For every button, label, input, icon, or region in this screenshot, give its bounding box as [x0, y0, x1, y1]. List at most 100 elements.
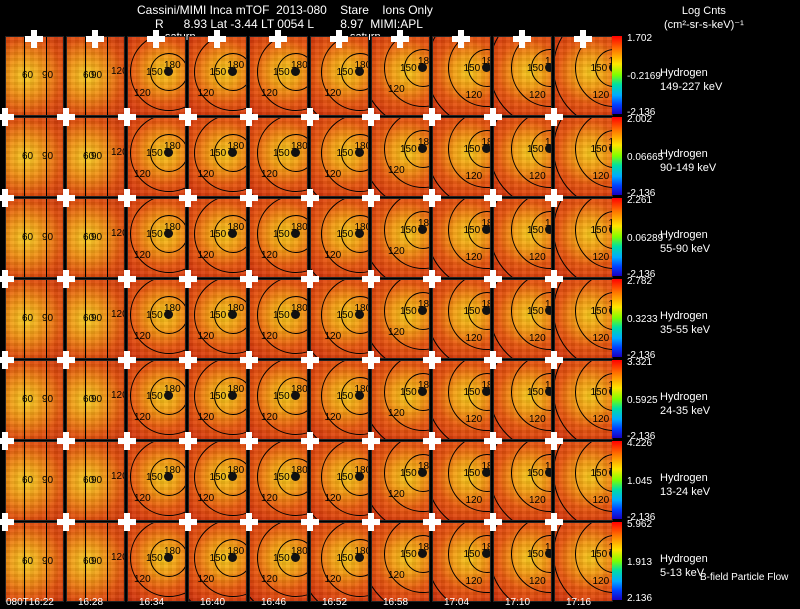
contour-label: 150	[590, 225, 608, 236]
grid-cross-marker	[179, 270, 197, 288]
contour-label: 120	[529, 576, 546, 587]
contour-label: 180	[291, 384, 308, 395]
colorbar-min: -2.136	[627, 188, 656, 199]
energy-range-label: 24-35 keV	[660, 405, 711, 417]
contour-label: 90	[42, 475, 54, 486]
contour-label: 120	[465, 90, 483, 101]
contour-label: 180	[227, 384, 245, 395]
colorbar-min: -2.136	[627, 512, 656, 523]
contour-label: 120	[592, 90, 610, 101]
contour-label: 150	[527, 468, 544, 479]
pixel-texture	[67, 118, 124, 196]
contour-line	[107, 361, 108, 439]
contour-label: 180	[354, 141, 369, 152]
time-tick-label: 17:10	[505, 597, 531, 608]
row-label: Hydrogen 90-149 keV	[660, 147, 716, 175]
contour-label: 180	[481, 380, 491, 391]
contour-label: 180	[291, 60, 308, 71]
contour-label: 150	[273, 310, 290, 321]
species-label: Hydrogen	[660, 229, 708, 241]
contour-label: 150	[590, 468, 608, 479]
contour-label: 60	[22, 151, 34, 162]
saturn-marker	[291, 472, 300, 481]
contour-label: 180	[354, 222, 369, 233]
saturn-marker	[354, 229, 364, 238]
contour-label: 120	[592, 495, 610, 506]
grid-cross-marker	[362, 513, 380, 531]
colorbar-mid: 0.3233	[627, 314, 658, 325]
grid-cross-marker	[301, 189, 319, 207]
saturn-marker	[354, 472, 364, 481]
colorbar-mid: 0.5925	[627, 395, 658, 406]
contour-label: 60	[83, 556, 95, 567]
contour-label: 180	[418, 218, 430, 229]
grid-cross-marker	[146, 30, 165, 48]
grid-cross-marker	[301, 351, 319, 369]
contour-label: 150	[146, 67, 163, 78]
contour-line	[24, 523, 25, 601]
contour-label: 150	[336, 553, 354, 564]
contour-label: 120	[592, 252, 610, 263]
contour-label: 150	[400, 63, 417, 74]
contour-label: 60	[83, 151, 95, 162]
grid-cross-marker	[451, 30, 470, 48]
grid-cross-marker	[268, 30, 287, 48]
contour-label: 150	[463, 387, 481, 398]
contour-label: 150	[400, 468, 417, 479]
colorbar-mid: 0.06289	[627, 233, 664, 244]
saturn-marker	[164, 310, 173, 319]
contour-label: 150	[400, 387, 417, 398]
saturn-marker	[164, 391, 173, 400]
contour-label: 150	[336, 310, 354, 321]
pixel-texture	[6, 442, 63, 520]
row-label: Hydrogen 13-24 keV	[660, 471, 710, 499]
saturn-marker	[481, 225, 490, 234]
contour-line	[24, 442, 25, 520]
contour-label: 120	[529, 171, 546, 182]
grid-cross-marker	[484, 432, 502, 450]
contour-label: 150	[527, 306, 544, 317]
contour-label: 120	[592, 171, 610, 182]
grid-cross-marker	[484, 351, 502, 369]
contour-label: 150	[590, 144, 608, 155]
contour-label: 150	[527, 225, 544, 236]
contour-label: 120	[111, 390, 124, 401]
contour-label: 180	[227, 465, 245, 476]
contour-label: 150	[400, 306, 417, 317]
grid-cross-marker	[423, 108, 441, 126]
contour-label: 180	[418, 299, 430, 310]
saturn-marker	[354, 67, 364, 76]
contour-label: 150	[146, 310, 163, 321]
grid-cross-marker	[423, 513, 441, 531]
grid-cross-marker	[545, 513, 563, 531]
contour-label: 180	[227, 303, 245, 314]
contour-label: 150	[273, 148, 290, 159]
contour-label: 120	[388, 327, 405, 338]
contour-label: 150	[209, 67, 227, 78]
colorbar-max: 2.261	[627, 195, 653, 206]
grid-cross-marker	[0, 189, 14, 207]
grid-cross-marker	[240, 189, 258, 207]
contour-ring	[277, 134, 307, 172]
saturn-marker	[608, 144, 612, 153]
saturn-marker	[481, 468, 490, 477]
grid-cross-marker	[57, 513, 75, 531]
colorbar-min: -2.136	[627, 350, 656, 361]
saturn-marker	[291, 553, 300, 562]
colorbar-units: Log Cnts (cm²-sr-s-keV)⁻¹	[664, 4, 744, 32]
grid-cross-marker	[362, 189, 380, 207]
contour-label: 150	[590, 549, 608, 560]
contour-label: 60	[22, 313, 34, 324]
contour-label: 150	[273, 391, 290, 402]
contour-label: 120	[197, 88, 215, 99]
